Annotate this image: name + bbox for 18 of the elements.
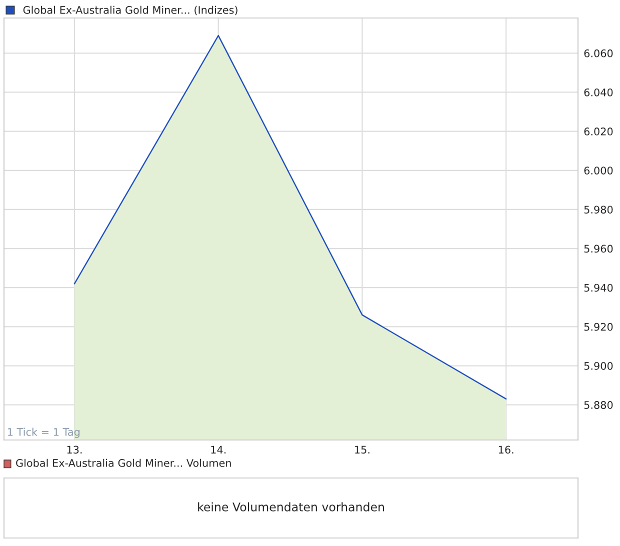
y-tick-label: 5.920 <box>584 322 613 331</box>
y-tick-label: 5.960 <box>584 244 613 253</box>
y-tick-label: 6.040 <box>584 88 613 96</box>
x-tick-label: 14. <box>211 446 226 454</box>
x-tick-label: 13. <box>67 446 82 454</box>
x-tick-label: 15. <box>355 446 370 454</box>
annotation: 1 Tick = 1 Tag <box>8 428 80 438</box>
y-tick-label: 5.880 <box>584 401 613 409</box>
x-tick-label: 16. <box>498 446 514 454</box>
y-tick-label: 6.000 <box>584 166 613 174</box>
y-tick-label: 5.940 <box>584 284 613 292</box>
text: keine Volumendaten vorhanden <box>198 502 384 512</box>
legend-label: Global Ex-Australia Gold Miner... (Indizes) <box>23 6 238 16</box>
text: Global Ex-Australia Gold Miner... Volumen <box>16 458 231 467</box>
y-tick-label: 5.980 <box>584 206 613 214</box>
y-tick-label: 6.020 <box>584 128 613 136</box>
y-tick-label: 6.060 <box>584 49 613 58</box>
y-tick-label: 5.900 <box>584 362 613 370</box>
